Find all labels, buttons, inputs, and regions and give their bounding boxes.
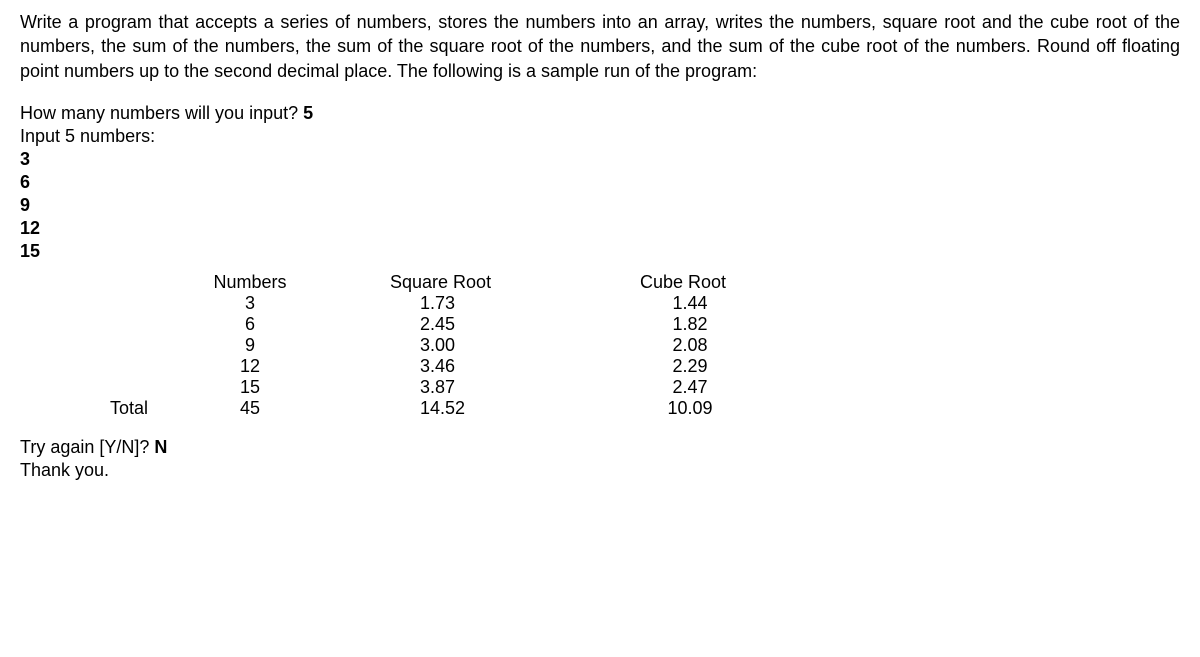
input-count-answer: 5 — [303, 103, 313, 123]
cell-number: 15 — [190, 377, 310, 398]
thank-you-text: Thank you. — [20, 460, 1180, 481]
try-again-text: Try again [Y/N]? — [20, 437, 154, 457]
cell-cbrt: 2.08 — [590, 335, 790, 356]
cell-sqrt: 3.87 — [310, 377, 590, 398]
footer-area: Try again [Y/N]? N Thank you. — [20, 437, 1180, 481]
input-count-prompt: How many numbers will you input? 5 — [20, 103, 1180, 124]
input-count-question: How many numbers will you input? — [20, 103, 303, 123]
total-cbrt: 10.09 — [590, 398, 790, 419]
instructions-text: Write a program that accepts a series of… — [20, 10, 1180, 83]
total-number: 45 — [190, 398, 310, 419]
try-again-answer: N — [154, 437, 167, 457]
cell-cbrt: 2.29 — [590, 356, 790, 377]
cell-number: 9 — [190, 335, 310, 356]
cell-sqrt: 1.73 — [310, 293, 590, 314]
total-sqrt: 14.52 — [310, 398, 590, 419]
input-value: 15 — [20, 241, 1180, 262]
header-cbrt: Cube Root — [590, 272, 790, 293]
input-value: 9 — [20, 195, 1180, 216]
header-sqrt: Square Root — [310, 272, 590, 293]
cell-sqrt: 3.00 — [310, 335, 590, 356]
table-row: 9 3.00 2.08 — [110, 335, 1180, 356]
table-total-row: Total 45 14.52 10.09 — [110, 398, 1180, 419]
input-value: 6 — [20, 172, 1180, 193]
header-numbers: Numbers — [190, 272, 310, 293]
input-numbers-label: Input 5 numbers: — [20, 126, 1180, 147]
cell-number: 6 — [190, 314, 310, 335]
table-header-row: Numbers Square Root Cube Root — [110, 272, 1180, 293]
input-value: 12 — [20, 218, 1180, 239]
cell-sqrt: 2.45 — [310, 314, 590, 335]
cell-cbrt: 1.82 — [590, 314, 790, 335]
table-row: 15 3.87 2.47 — [110, 377, 1180, 398]
try-again-prompt: Try again [Y/N]? N — [20, 437, 1180, 458]
results-table: Numbers Square Root Cube Root 3 1.73 1.4… — [110, 272, 1180, 419]
table-row: 6 2.45 1.82 — [110, 314, 1180, 335]
cell-sqrt: 3.46 — [310, 356, 590, 377]
cell-number: 3 — [190, 293, 310, 314]
header-spacer — [110, 272, 190, 293]
table-row: 3 1.73 1.44 — [110, 293, 1180, 314]
cell-cbrt: 2.47 — [590, 377, 790, 398]
table-row: 12 3.46 2.29 — [110, 356, 1180, 377]
cell-cbrt: 1.44 — [590, 293, 790, 314]
input-value: 3 — [20, 149, 1180, 170]
cell-number: 12 — [190, 356, 310, 377]
total-label: Total — [110, 398, 190, 419]
